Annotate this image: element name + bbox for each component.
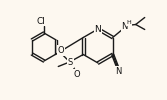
Text: O: O xyxy=(58,46,65,55)
Text: H: H xyxy=(126,20,131,25)
Text: N: N xyxy=(95,24,101,34)
Text: Cl: Cl xyxy=(37,16,45,26)
Text: S: S xyxy=(68,58,73,67)
Text: O: O xyxy=(74,70,81,79)
Text: N: N xyxy=(116,67,122,76)
Text: N: N xyxy=(122,22,128,31)
